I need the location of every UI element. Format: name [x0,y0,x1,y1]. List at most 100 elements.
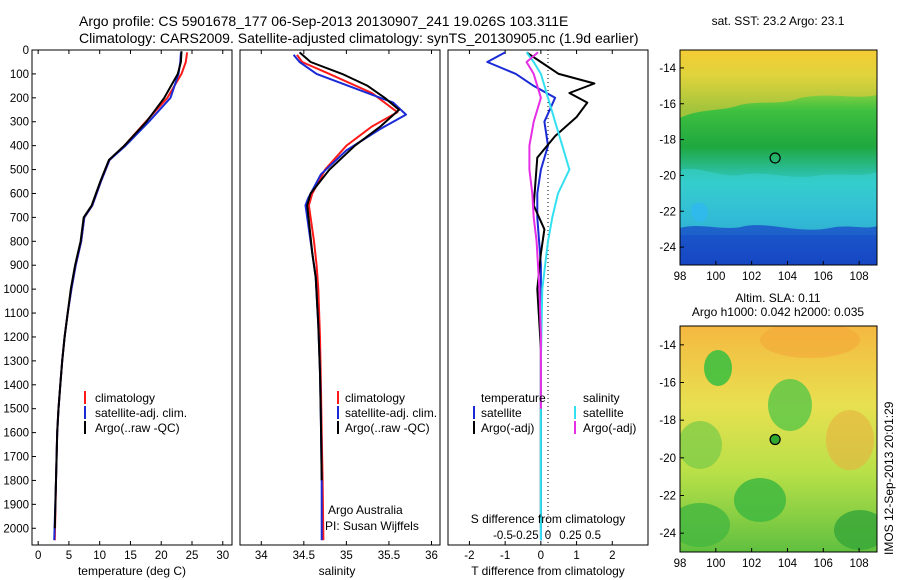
lon-tick-label: 100 [706,271,725,283]
x-tick-label: 36 [425,550,438,562]
lat-tick-label: -20 [659,453,676,465]
s-difference-x-axis: -0.5 -0.25 0 0.25 0.5 [493,530,601,542]
y-tick-label: 500 [10,165,29,177]
figure-title-line2: Climatology: CARS2009. Satellite-adjuste… [79,30,639,46]
y-tick-label: 100 [10,69,29,81]
salinity-x-axis: 34 34.5 35 35.5 36 [255,50,438,562]
temperature-x-axis: 0 5 10 15 20 25 30 [35,50,229,562]
y-tick-label: 900 [10,260,29,272]
sla-low-patch [834,510,877,550]
sla-low-patch [680,503,730,547]
legend-s-argo: Argo(-adj) [583,421,636,435]
s-tick-label: -0.25 [512,530,538,542]
y-tick-label: 1300 [3,356,29,368]
legend-temperature-heading: temperature [481,391,546,405]
lat-tick-label: -16 [659,378,676,390]
salinity-axes [239,49,441,546]
lat-tick-label: -16 [659,99,676,111]
lon-tick-label: 102 [742,271,761,283]
s-tick-label: 0.25 [559,530,581,542]
sst-eddy-patch [691,202,708,223]
legend-t-argo: Argo(-adj) [481,421,534,435]
legend-argo: Argo(..raw -QC) [95,421,180,435]
sla-title-line2: Argo h1000: 0.042 h2000: 0.035 [692,305,864,319]
y-tick-label: 1000 [3,284,29,296]
x-tick-label: -1 [500,550,510,562]
lon-tick-label: 106 [814,558,833,570]
lat-tick-label: -18 [659,135,676,147]
legend-argo: Argo(..raw -QC) [345,421,430,435]
x-tick-label: 2 [609,550,615,562]
x-tick-label: 20 [155,550,168,562]
x-tick-label: 35.5 [378,550,400,562]
lon-tick-label: 106 [814,271,833,283]
y-tick-label: 400 [10,141,29,153]
y-tick-label: 700 [10,212,29,224]
y-tick-label: 1600 [3,428,29,440]
y-tick-label: 1500 [3,404,29,416]
s-tick-label: 0.5 [585,530,601,542]
series-argo [53,51,183,529]
legend-t-satellite: satellite [481,406,522,420]
salinity-legend: climatology satellite-adj. clim. Argo(..… [337,391,437,435]
t-difference-x-axis: -2 -1 0 1 2 [464,50,615,562]
sla-map: Altim. SLA: 0.11 Argo h1000: 0.042 h2000… [659,291,878,570]
y-tick-label: 200 [10,93,29,105]
y-tick-label: 600 [10,188,29,200]
sst-warm-patch [680,50,877,118]
y-tick-label: 1100 [4,308,29,320]
lat-tick-label: -14 [659,340,676,352]
series-s-argo-adj [525,51,542,409]
x-tick-label: 5 [66,550,72,562]
x-tick-label: 0 [538,550,544,562]
series-satellite-adj-clim [53,52,182,541]
lon-tick-label: 104 [778,271,798,283]
x-tick-label: 1 [573,550,579,562]
x-tick-label: 34.5 [293,550,315,562]
series-argo [298,51,401,481]
temperature-legend: climatology satellite-adj. clim. Argo(..… [84,391,187,435]
y-tick-label: 1700 [3,452,29,464]
figure-title-line1: Argo profile: CS 5901678_177 06-Sep-2013… [79,13,568,29]
series-t-satellite [486,51,557,541]
legend-salinity-heading: salinity [583,391,620,405]
sst-axes: 98 100 102 104 106 108 -14 -16 -18 -20 -22 -24 [659,63,868,283]
sla-argo-marker [769,433,781,446]
y-tick-label: 800 [10,236,29,248]
sst-title: sat. SST: 23.2 Argo: 23.1 [712,14,845,28]
temperature-panel: 0100200300400500600700800900100011001200… [3,45,233,578]
sst-cyan-patch [680,168,877,235]
sst-map: sat. SST: 23.2 Argo: 23.1 98 100 102 104 106… [659,14,878,283]
x-tick-label: 15 [124,550,137,562]
sla-low-patch [704,350,732,386]
series-satellite-adj-clim [292,54,407,541]
sla-high-patch [760,326,860,358]
difference-panel: -2 -1 0 1 2 -0.5 -0.25 0 0.25 0.5 temperature sa… [447,49,649,578]
y-tick-label: 0 [23,45,29,57]
sla-title-line1: Altim. SLA: 0.11 [735,291,820,305]
lat-tick-label: -22 [659,206,676,218]
sla-frame [679,325,878,553]
series-climatology [53,52,189,541]
lon-tick-label: 100 [706,558,725,570]
sst-argo-marker [769,152,781,164]
x-tick-label: 0 [35,550,41,562]
y-tick-label: 1200 [3,332,29,344]
sla-low-patch [768,379,812,431]
x-tick-label: 10 [93,550,106,562]
y-tick-label: 1900 [3,499,29,511]
legend-s-satellite: satellite [583,406,624,420]
s-tick-label: 0 [545,530,551,542]
x-tick-label: 30 [216,550,229,562]
lat-tick-label: -24 [659,242,676,254]
lon-tick-label: 108 [849,271,868,283]
t-difference-label: T difference from climatology [471,564,625,578]
x-tick-label: -2 [464,550,474,562]
temperature-lines [53,51,189,541]
s-difference-label: S difference from climatology [471,512,626,526]
lon-tick-label: 102 [742,558,761,570]
lat-tick-label: -24 [659,528,676,540]
lat-tick-label: -20 [659,170,676,182]
temperature-axes [31,49,233,546]
salinity-panel: 34 34.5 35 35.5 36 climatology satellite-adj… [239,49,441,578]
